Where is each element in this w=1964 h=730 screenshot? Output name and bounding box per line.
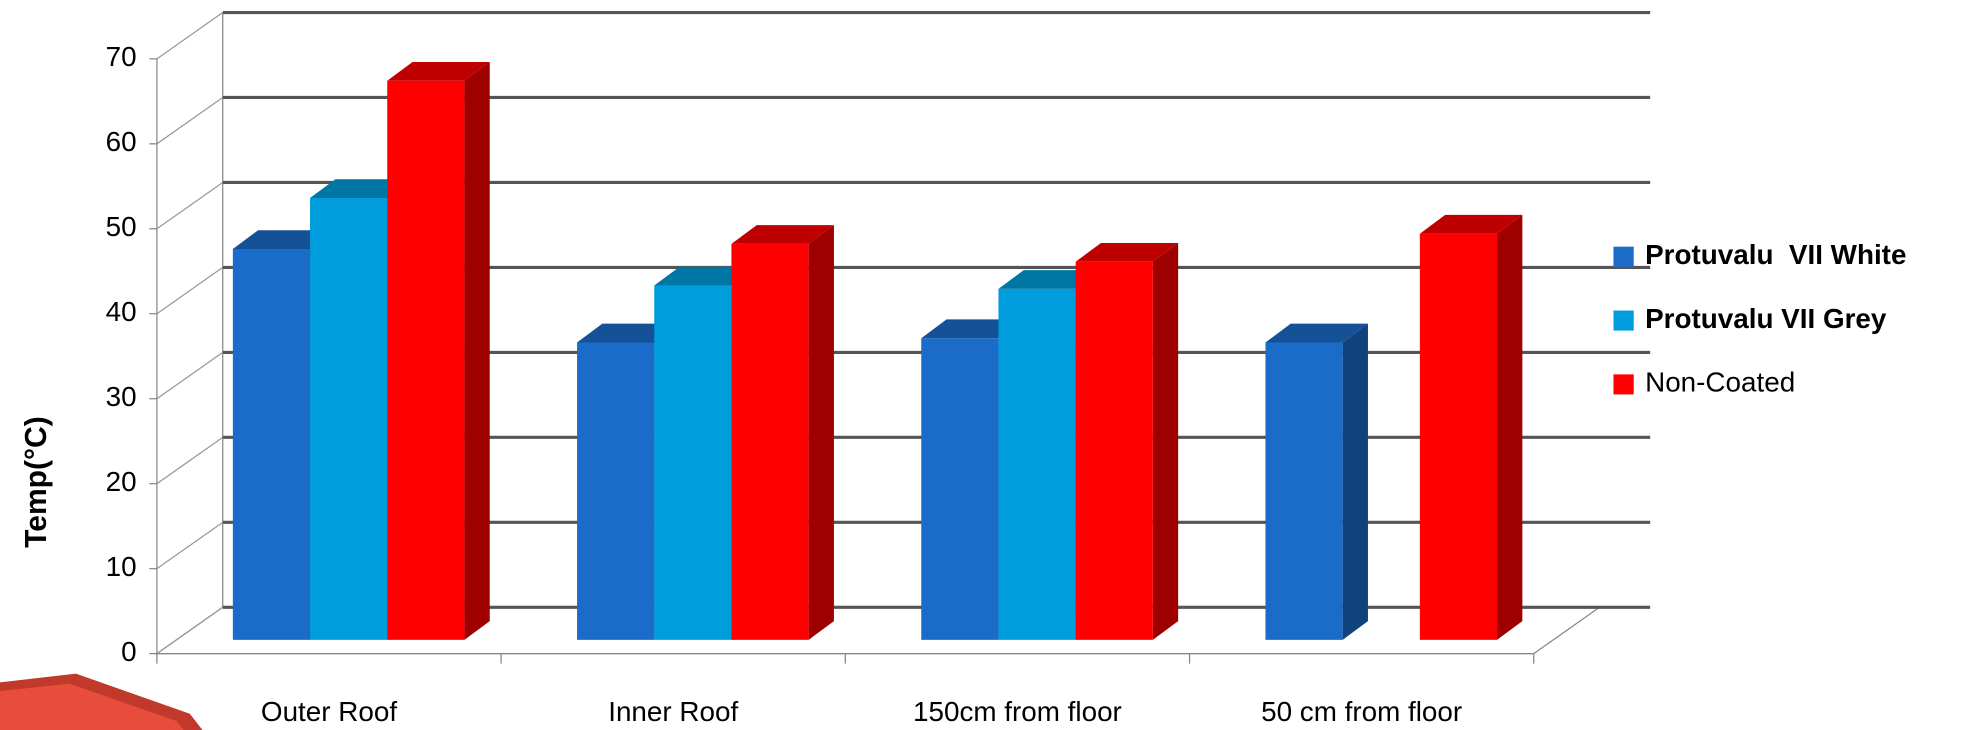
bar <box>731 243 809 640</box>
x-tick-label: 50 cm from floor <box>1261 696 1462 727</box>
legend-label: Protuvalu VII Grey <box>1645 303 1887 334</box>
bar-top <box>998 270 1101 289</box>
bar-top <box>654 266 757 286</box>
bar <box>1419 233 1498 640</box>
bar-side <box>808 225 834 640</box>
y-axis-label: Temp(°C) <box>20 416 53 548</box>
bar-top <box>1265 323 1368 343</box>
bar-top <box>1075 242 1179 262</box>
grid-line <box>156 521 224 570</box>
bar <box>1265 342 1343 640</box>
x-tick-label: Inner Roof <box>608 696 738 727</box>
bar-top <box>1419 214 1523 234</box>
legend-label: Protuvalu VII White <box>1645 239 1906 270</box>
y-tick-label: 30 <box>106 381 137 412</box>
bar-top <box>310 179 413 199</box>
bar-top <box>232 230 336 249</box>
bar <box>232 248 311 640</box>
grid-line <box>156 12 224 60</box>
bar-top <box>577 323 680 343</box>
bar <box>921 338 999 640</box>
grid-line <box>156 181 224 230</box>
bar <box>310 198 388 640</box>
bar-side <box>464 61 490 640</box>
bar-side <box>1497 214 1523 640</box>
grid-line <box>156 606 224 655</box>
y-tick-label: 0 <box>121 636 136 667</box>
y-tick-label: 70 <box>106 41 137 72</box>
bar <box>1075 261 1153 640</box>
y-tick-label: 20 <box>106 466 137 497</box>
bar <box>577 342 655 640</box>
bar <box>654 285 732 640</box>
y-tick-label: 50 <box>106 211 137 242</box>
bar-top <box>731 225 834 244</box>
x-tick-label: 150cm from floor <box>913 696 1122 727</box>
y-tick-label: 10 <box>106 551 137 582</box>
bar-top <box>921 319 1024 339</box>
decoration <box>0 683 184 730</box>
x-tick-label: Outer Roof <box>261 696 397 727</box>
legend-label: Non-Coated <box>1645 367 1795 398</box>
legend-swatch <box>1613 374 1634 395</box>
y-tick-label: 40 <box>106 296 137 327</box>
y-tick-label: 60 <box>106 126 137 157</box>
legend-swatch <box>1613 246 1634 267</box>
bar-side <box>1152 242 1179 640</box>
grid-line <box>156 351 224 400</box>
bar <box>998 288 1076 640</box>
legend-swatch <box>1613 310 1634 331</box>
grid-line <box>156 96 224 145</box>
bar-side <box>1342 323 1368 640</box>
grid-line <box>156 436 224 485</box>
bar-top <box>387 61 490 81</box>
grid-line <box>156 266 224 315</box>
bar <box>387 80 465 640</box>
